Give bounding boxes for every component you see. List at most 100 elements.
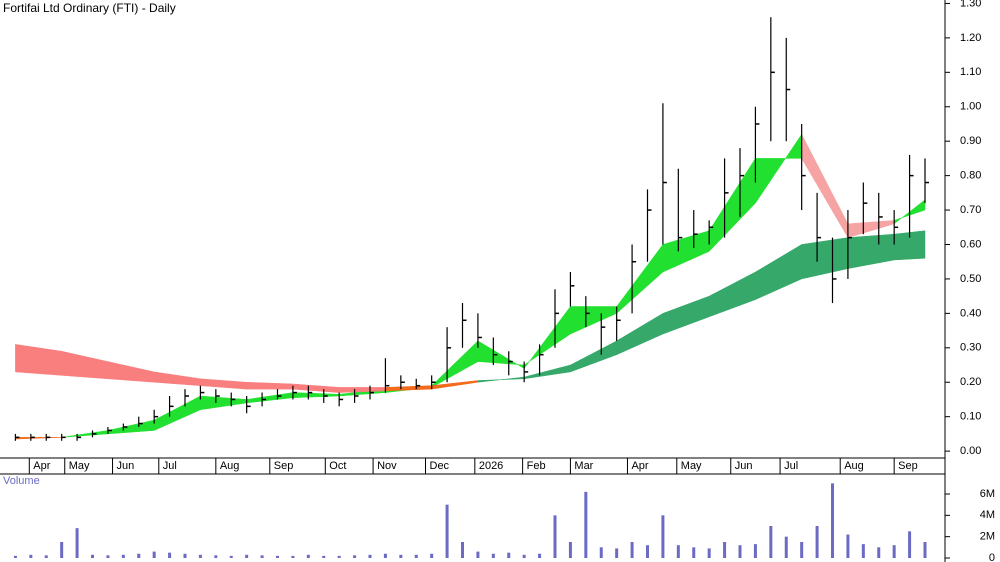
- x-tick-label: Jul: [784, 460, 798, 472]
- volume-bars: [13, 483, 927, 558]
- x-tick-label: Sep: [898, 460, 918, 472]
- y-tick-label: 0.80: [960, 170, 981, 182]
- y-tick-label: 0.20: [960, 376, 981, 388]
- volume-bar: [461, 542, 464, 558]
- x-tick-label: Dec: [430, 460, 450, 472]
- volume-bar: [152, 551, 156, 558]
- volume-bar: [353, 555, 357, 558]
- volume-tick-label: 6M: [980, 488, 995, 500]
- x-tick-label: Apr: [631, 460, 648, 472]
- x-tick-label: May: [69, 460, 90, 472]
- volume-bar: [923, 542, 927, 558]
- x-tick-label: Apr: [33, 460, 50, 472]
- volume-bar: [908, 531, 912, 558]
- volume-bar: [214, 555, 218, 558]
- y-tick-label: 0.00: [960, 445, 981, 457]
- volume-bar: [276, 555, 279, 558]
- volume-bar: [815, 526, 819, 558]
- x-tick-label: Jun: [735, 460, 753, 472]
- y-tick-label: 0.10: [960, 411, 981, 423]
- x-tick-label: Nov: [377, 460, 397, 472]
- volume-bar: [229, 555, 233, 558]
- x-tick-label: Aug: [220, 460, 240, 472]
- volume-bar: [337, 555, 341, 558]
- volume-bar: [306, 554, 310, 558]
- volume-bar: [322, 555, 326, 558]
- y-tick-label: 1.10: [960, 66, 981, 78]
- volume-bar: [29, 554, 33, 558]
- volume-bar: [383, 553, 387, 558]
- volume-bar: [445, 504, 449, 558]
- volume-bar: [60, 542, 64, 558]
- volume-bar: [399, 554, 403, 558]
- volume-tick-label: 0: [989, 552, 995, 562]
- volume-bar: [106, 555, 110, 558]
- volume-bar: [753, 544, 757, 558]
- volume-bar: [738, 545, 742, 558]
- x-tick-label: Jul: [163, 460, 177, 472]
- volume-bar: [861, 544, 865, 558]
- volume-bar: [676, 545, 680, 558]
- y-tick-label: 0.70: [960, 204, 981, 216]
- volume-bar: [44, 555, 48, 558]
- volume-bar: [291, 555, 295, 558]
- volume-bar: [892, 545, 896, 558]
- volume-bar: [877, 547, 881, 558]
- volume-bar: [584, 491, 588, 558]
- x-tick-label: Sep: [274, 460, 294, 472]
- volume-bar: [476, 551, 480, 558]
- volume-bar: [800, 542, 804, 558]
- volume-bar: [769, 526, 773, 558]
- volume-bar: [491, 553, 495, 558]
- y-tick-label: 0.60: [960, 238, 981, 250]
- y-tick-label: 0.50: [960, 273, 981, 285]
- volume-bar: [121, 554, 125, 558]
- volume-bar: [630, 542, 634, 558]
- ribbon-segment: [893, 230, 926, 261]
- volume-bar: [137, 553, 141, 558]
- volume-bar: [198, 554, 202, 558]
- volume-bar: [846, 534, 850, 558]
- volume-bar: [430, 553, 434, 558]
- y-tick-label: 1.30: [960, 0, 981, 9]
- y-tick-label: 0.90: [960, 135, 981, 147]
- price-bars: [14, 17, 929, 441]
- volume-bar: [368, 554, 372, 558]
- volume-bar: [784, 536, 788, 558]
- volume-bar: [91, 554, 94, 558]
- volume-bar: [553, 515, 557, 558]
- volume-bar: [522, 554, 526, 558]
- x-tick-label: Feb: [527, 460, 546, 472]
- y-tick-label: 1.00: [960, 101, 981, 113]
- chart-title: Fortifai Ltd Ordinary (FTI) - Daily: [3, 1, 176, 15]
- volume-bar: [260, 555, 264, 558]
- volume-bar: [661, 515, 665, 558]
- y-tick-label: 0.40: [960, 307, 981, 319]
- volume-bar: [538, 553, 542, 558]
- volume-tick-label: 2M: [980, 531, 995, 543]
- volume-bar: [245, 554, 249, 558]
- volume-bar: [568, 542, 572, 558]
- x-tick-label: May: [681, 460, 702, 472]
- x-tick-label: Aug: [844, 460, 864, 472]
- volume-bar: [707, 548, 711, 558]
- x-tick-label: 2026: [479, 460, 503, 472]
- volume-bar: [615, 548, 619, 558]
- volume-bar: [599, 547, 603, 558]
- x-tick-label: Jun: [117, 460, 135, 472]
- volume-bar: [13, 555, 17, 558]
- volume-bar: [646, 545, 649, 558]
- volume-bar: [75, 528, 79, 558]
- y-tick-label: 0.30: [960, 342, 981, 354]
- volume-bar: [692, 547, 696, 558]
- volume-tick-label: 4M: [980, 509, 995, 521]
- volume-label: Volume: [3, 475, 40, 487]
- volume-bar: [414, 554, 418, 558]
- volume-bar: [831, 483, 834, 558]
- volume-bar: [507, 552, 511, 558]
- x-tick-label: Oct: [329, 460, 346, 472]
- y-tick-label: 1.20: [960, 32, 981, 44]
- volume-bar: [168, 552, 172, 558]
